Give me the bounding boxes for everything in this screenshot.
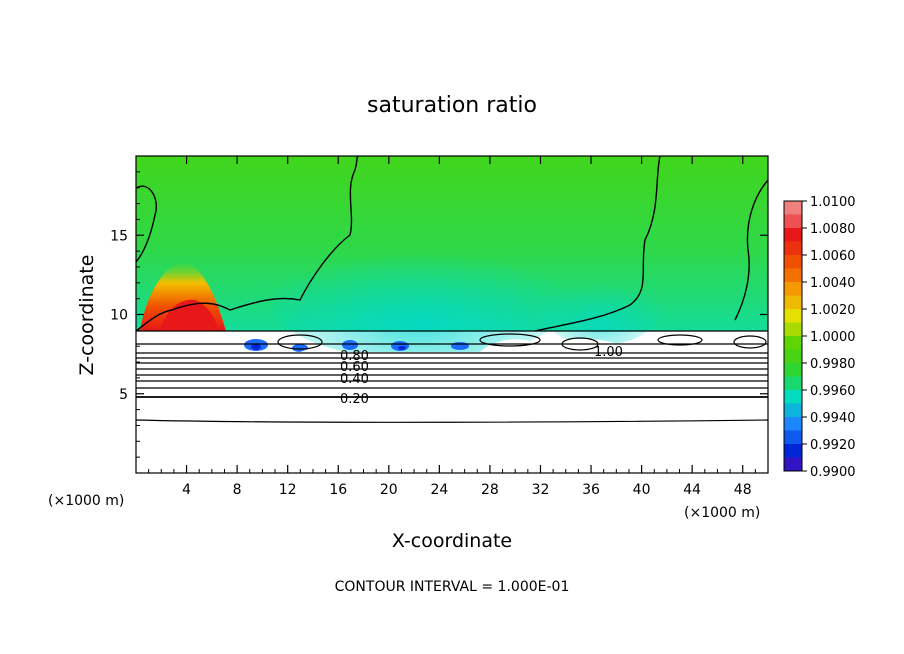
colorbar-swatch-blend <box>784 322 802 336</box>
colorbar-tick-label: 1.0020 <box>810 303 856 318</box>
x-tick-label: 24 <box>430 482 448 498</box>
contour-lines-lower <box>135 330 769 423</box>
colorbar-swatch <box>784 309 802 336</box>
colorbar-swatch <box>784 255 802 282</box>
colorbar-swatch-blend <box>784 403 802 417</box>
colorbar-swatch <box>784 444 802 471</box>
contour-label: 0.80 <box>340 349 369 364</box>
contour-label: 0.40 <box>340 372 369 387</box>
x-tick-label: 20 <box>380 482 398 498</box>
colorbar-tick-label: 0.9980 <box>810 357 856 372</box>
contour-label: 0.60 <box>340 360 369 375</box>
x-tick-label: 48 <box>734 482 752 498</box>
x-tick-label: 4 <box>182 482 191 498</box>
x-axis-unit: (×1000 m) <box>684 505 760 521</box>
colorbar-tick-label: 1.0040 <box>810 276 856 291</box>
cyan-region-right <box>540 275 660 345</box>
colorbar-swatch-blend <box>784 376 802 390</box>
chart-title: saturation ratio <box>367 93 537 118</box>
contour-lines-upper <box>135 155 769 332</box>
colorbar-swatch <box>784 228 802 255</box>
colorbar-swatch-blend <box>784 349 802 363</box>
contour-blobs <box>277 333 767 351</box>
x-tick-label: 36 <box>582 482 600 498</box>
colorbar-tick-label: 0.9900 <box>810 465 856 480</box>
colorbar-tick-label: 1.0080 <box>810 222 856 237</box>
x-tick-label: 44 <box>683 482 701 498</box>
colorbar-swatch <box>784 390 802 417</box>
colorbar-swatch <box>784 201 802 228</box>
x-tick-label: 28 <box>481 482 499 498</box>
colorbar-swatch <box>784 282 802 309</box>
x-tick-label: 16 <box>329 482 347 498</box>
y-tick-label: 15 <box>110 228 128 244</box>
colorbar-tick-label: 0.9960 <box>810 384 856 399</box>
plume-core <box>160 299 220 331</box>
y-tick-label: 5 <box>119 387 128 403</box>
x-tick-label: 32 <box>532 482 550 498</box>
plot-area: 0.80 0.60 0.40 0.20 1.00 <box>135 155 769 474</box>
x-axis: 4 8 12 16 20 24 28 32 36 40 44 48 <box>148 156 756 498</box>
x-tick-label: 40 <box>633 482 651 498</box>
lower-boundary <box>136 331 768 352</box>
contour-interval-note: CONTOUR INTERVAL = 1.000E-01 <box>335 579 570 595</box>
colorbar-swatch-blend <box>784 430 802 444</box>
y-tick-label: 10 <box>110 308 128 324</box>
x-tick-label: 12 <box>279 482 297 498</box>
y-axis-unit: (×1000 m) <box>48 493 124 509</box>
colorbar-tick-label: 1.0060 <box>810 249 856 264</box>
cyan-region <box>270 240 570 360</box>
colorbar-tick-label: 0.9920 <box>810 438 856 453</box>
deep-blue-pockets <box>251 344 406 350</box>
colorbar-swatch <box>784 363 802 390</box>
colorbar-swatch-blend <box>784 214 802 228</box>
colorbar-tick-label: 1.0000 <box>810 330 856 345</box>
colorbar-swatch-blend <box>784 268 802 282</box>
y-axis: 5 10 15 <box>110 171 768 458</box>
x-axis-label: X-coordinate <box>392 530 512 552</box>
contour-label: 0.20 <box>340 392 369 407</box>
colorbar-swatch <box>784 417 802 444</box>
colorbar-swatch-blend <box>784 241 802 255</box>
colorbar-tick-label: 1.0100 <box>810 195 856 210</box>
lower-region <box>136 352 768 473</box>
colorbar-swatch <box>784 336 802 363</box>
colorbar-tick-label: 0.9940 <box>810 411 856 426</box>
colorbar-swatch-blend <box>784 457 802 471</box>
colorbar: 1.0100 1.0080 1.0060 1.0040 1.0020 1.0000 0.99… <box>783 195 856 480</box>
colorbar-swatch-blend <box>784 295 802 309</box>
x-tick-label: 8 <box>233 482 242 498</box>
contour-label: 1.00 <box>594 345 623 360</box>
y-axis-label: Z-coordinate <box>76 255 98 376</box>
